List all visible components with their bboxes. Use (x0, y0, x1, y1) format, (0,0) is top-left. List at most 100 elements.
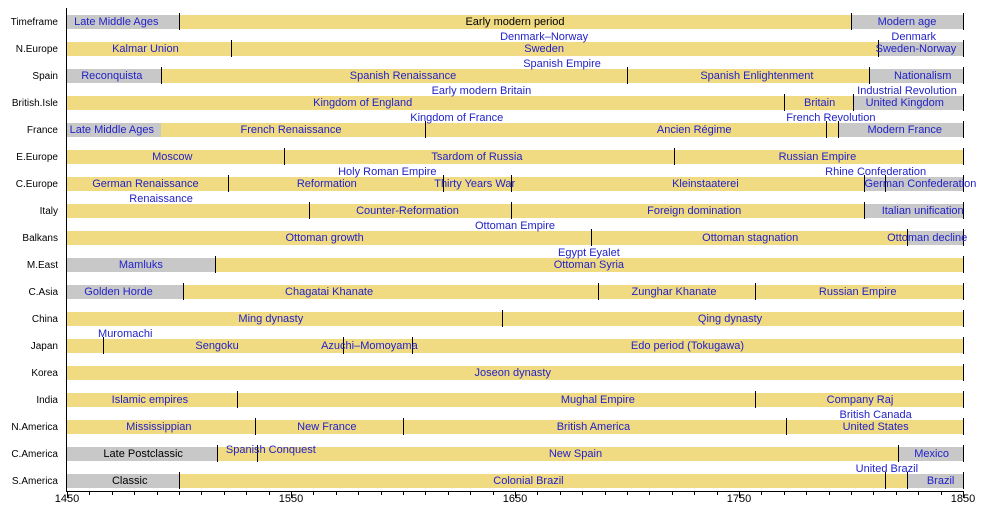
bar-divider (755, 283, 756, 300)
period-label: French Renaissance (240, 124, 342, 136)
axis-minor-tick (784, 491, 785, 495)
period-label: Rhine Confederation (825, 166, 927, 178)
row-label: Spain (32, 71, 58, 82)
bar-divider (309, 202, 310, 219)
axis-minor-tick (448, 491, 449, 495)
row-label: S.America (11, 476, 58, 487)
period-label: Kingdom of England (313, 97, 413, 109)
axis-minor-tick (560, 491, 561, 495)
axis-minor-tick (829, 491, 830, 495)
timeline-bar-segment (214, 258, 963, 272)
timeline-bar-segment (67, 96, 854, 110)
bar-divider (853, 94, 854, 111)
bar-divider (963, 310, 964, 327)
period-label: Spanish Renaissance (349, 70, 457, 82)
period-label: German Confederation (864, 178, 977, 190)
bar-divider (443, 175, 444, 192)
period-label: Muromachi (98, 328, 153, 340)
period-label: Renaissance (129, 193, 193, 205)
timeline-bar-segment (67, 339, 963, 353)
period-label: Golden Horde (84, 286, 153, 298)
axis-minor-tick (941, 491, 942, 495)
bar-divider (907, 472, 908, 489)
timeline-bar-segment (67, 204, 865, 218)
axis-major-tick (739, 491, 740, 498)
axis-minor-tick (201, 491, 202, 495)
period-label: Mexico (914, 448, 950, 460)
bar-divider (231, 40, 232, 57)
period-label: Ottoman Syria (553, 259, 625, 271)
axis-minor-tick (493, 491, 494, 495)
bar-divider (963, 472, 964, 489)
bar-divider (511, 175, 512, 192)
axis-minor-tick (918, 491, 919, 495)
row-label: France (26, 125, 58, 136)
bar-divider (963, 256, 964, 273)
period-label: Spanish Conquest (225, 444, 316, 456)
bar-divider (237, 391, 238, 408)
period-label: Kingdom of France (410, 112, 504, 124)
period-label: Modern age (877, 16, 937, 28)
axis-minor-tick (649, 491, 650, 495)
bar-divider (907, 229, 908, 246)
period-label: Foreign domination (647, 205, 742, 217)
period-label: Islamic empires (111, 394, 189, 406)
timeline-bar-segment (67, 447, 218, 461)
bar-divider (851, 13, 852, 30)
timeline-bar-segment (853, 96, 963, 110)
period-label: Thirty Years War (434, 178, 516, 190)
row-label: India (36, 395, 58, 406)
axis-minor-tick (403, 491, 404, 495)
timeline-bar-segment (67, 231, 907, 245)
row-label: C.America (11, 449, 58, 460)
axis-minor-tick (89, 491, 90, 495)
axis-minor-tick (157, 491, 158, 495)
timeline-bar-segment (864, 204, 963, 218)
axis-tick-label: 1650 (502, 493, 528, 505)
period-label: Edo period (Tokugawa) (630, 340, 745, 352)
period-label: Denmark (891, 31, 937, 43)
axis-minor-tick (873, 491, 874, 495)
period-label: United Kingdom (865, 97, 944, 109)
period-label: Late Postclassic (103, 448, 183, 460)
axis-tick-label: 1750 (726, 493, 752, 505)
period-label: Company Raj (826, 394, 894, 406)
row-label: China (31, 314, 58, 325)
bar-divider (878, 40, 879, 57)
row-label: Italy (39, 206, 58, 217)
period-label: Denmark–Norway (500, 31, 589, 43)
period-label: Sengoku (195, 340, 239, 352)
bar-divider (963, 148, 964, 165)
bar-divider (898, 445, 899, 462)
period-label: Sweden-Norway (875, 43, 957, 55)
bar-divider (963, 202, 964, 219)
bar-divider (885, 472, 886, 489)
row-label: C.Europe (15, 179, 58, 190)
axis-tick-label: 1550 (278, 493, 304, 505)
period-label: Early modern period (465, 16, 565, 28)
bar-divider (963, 445, 964, 462)
axis-minor-tick (717, 491, 718, 495)
row-label: N.America (11, 422, 58, 433)
period-label: United Brazil (855, 463, 919, 475)
bar-divider (257, 445, 258, 462)
period-label: Russian Empire (778, 151, 857, 163)
timeline-bar-segment (161, 69, 869, 83)
period-label: New France (297, 421, 357, 433)
period-label: Ancien Régime (656, 124, 732, 136)
bar-divider (963, 391, 964, 408)
period-label: Mamluks (118, 259, 163, 271)
period-label: Ming dynasty (238, 313, 304, 325)
axis-minor-tick (112, 491, 113, 495)
bar-divider (885, 175, 886, 192)
bar-divider (838, 121, 839, 138)
timeline-bar-segment (67, 312, 963, 326)
bar-divider (228, 175, 229, 192)
period-label: Reconquista (81, 70, 143, 82)
period-label: Ottoman decline (887, 232, 968, 244)
period-label: Early modern Britain (431, 85, 532, 97)
period-label: Kleinstaaterei (672, 178, 739, 190)
bar-divider (963, 364, 964, 381)
period-label: New Spain (548, 448, 603, 460)
timeline-bar-segment (67, 366, 963, 380)
